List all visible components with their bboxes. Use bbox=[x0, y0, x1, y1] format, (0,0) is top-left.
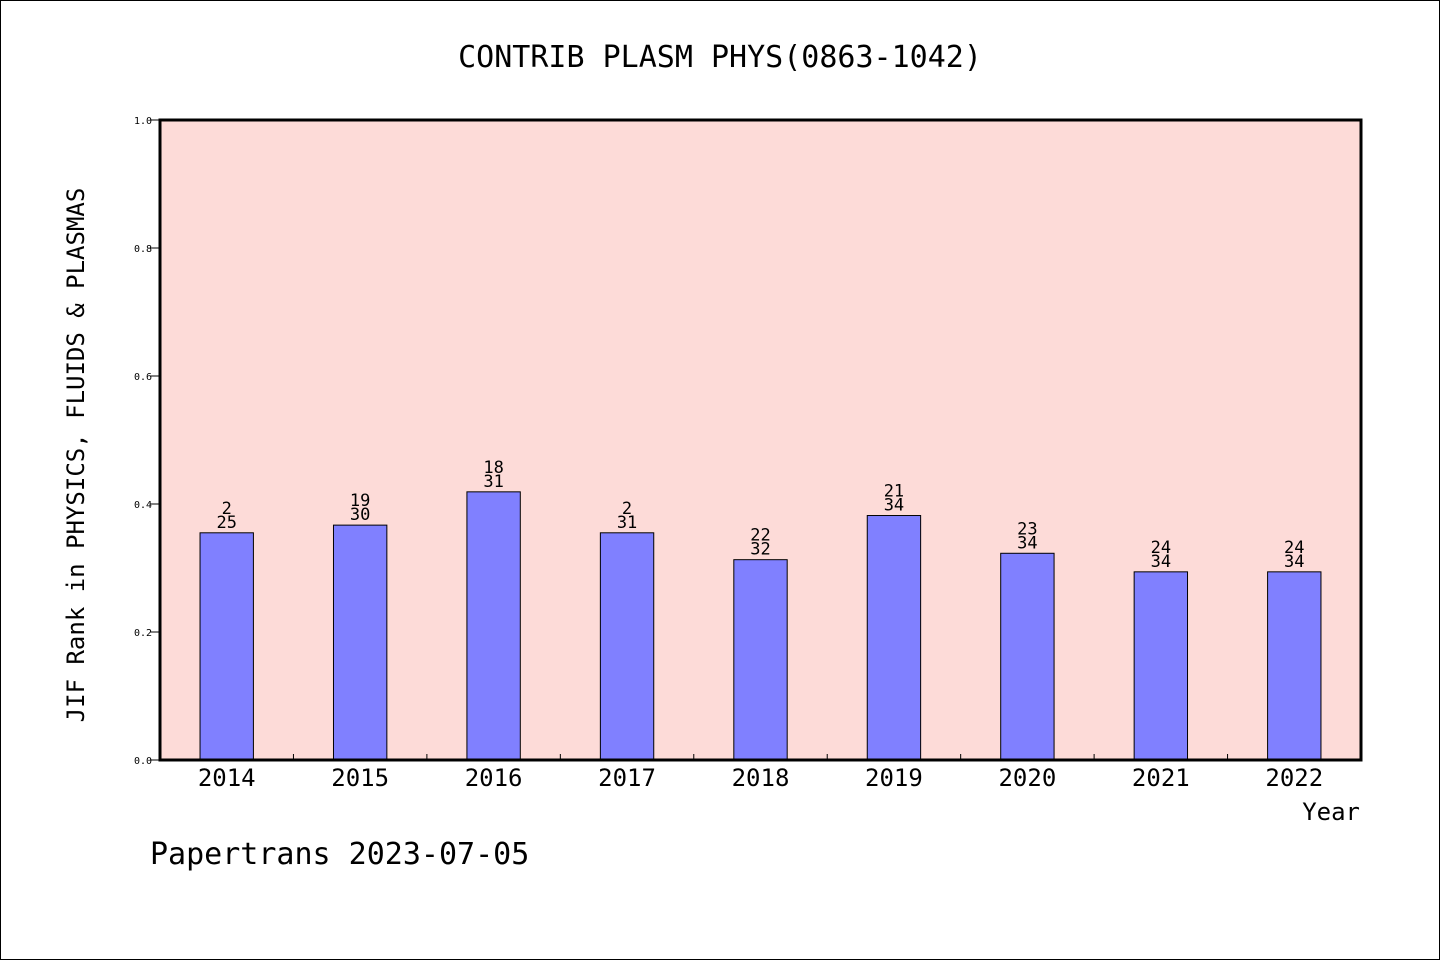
bar-rank-label: 19 bbox=[350, 491, 370, 511]
y-tick-label: 0.4 bbox=[134, 500, 152, 511]
bar-rank-label: 18 bbox=[483, 458, 503, 478]
bar-total-label: 34 bbox=[884, 496, 904, 516]
footer-credit: Papertrans 2023-07-05 bbox=[150, 837, 529, 872]
bar-2022 bbox=[1267, 571, 1322, 761]
bar-2016 bbox=[466, 491, 521, 761]
x-tick-label: 2022 bbox=[1265, 764, 1323, 792]
bar-rank-label: 2 bbox=[622, 499, 632, 519]
bar-2019 bbox=[866, 515, 922, 761]
y-axis-label: JIF Rank in PHYSICS, FLUIDS & PLASMAS bbox=[62, 188, 90, 723]
bar-total-label: 32 bbox=[750, 540, 770, 560]
y-tick-label: 1.0 bbox=[134, 116, 152, 127]
x-tick-label: 2020 bbox=[998, 764, 1056, 792]
bar-2014 bbox=[199, 532, 254, 761]
bar-rank-label: 24 bbox=[1284, 538, 1304, 558]
y-tick-label: 0.8 bbox=[134, 244, 152, 255]
x-tick-label: 2019 bbox=[865, 764, 923, 792]
x-axis: 2014 2015 2016 2017 2018 2019 2020 2021 2022 bbox=[198, 754, 1323, 792]
bar-total-label: 31 bbox=[617, 513, 637, 533]
bar-total-label: 30 bbox=[350, 505, 370, 525]
bar-2021 bbox=[1133, 571, 1189, 761]
bar-rank-label: 24 bbox=[1151, 538, 1171, 558]
bar-rank-label: 21 bbox=[884, 482, 904, 502]
plot-border bbox=[158, 118, 1363, 762]
bar-total-label: 25 bbox=[216, 513, 236, 533]
bar-total-label: 34 bbox=[1017, 533, 1037, 553]
bar-rank-label: 22 bbox=[750, 526, 770, 546]
y-tick-label: 0.0 bbox=[134, 756, 152, 767]
x-axis-label: Year bbox=[1302, 798, 1360, 826]
x-tick-label: 2021 bbox=[1132, 764, 1190, 792]
bar-total-label: 34 bbox=[1151, 552, 1171, 572]
y-axis: 0.0 0.2 0.4 0.6 0.8 1.0 bbox=[134, 116, 160, 767]
x-tick-label: 2018 bbox=[732, 764, 790, 792]
y-tick-label: 0.6 bbox=[134, 372, 152, 383]
x-tick-label: 2015 bbox=[331, 764, 389, 792]
chart-title: CONTRIB PLASM PHYS(0863-1042) bbox=[458, 40, 982, 75]
x-tick-label: 2017 bbox=[598, 764, 656, 792]
x-tick-label: 2016 bbox=[465, 764, 523, 792]
bar-2015 bbox=[332, 524, 388, 761]
bar-2018 bbox=[733, 559, 788, 761]
bar-rank-label: 2 bbox=[222, 499, 232, 519]
bar-2017 bbox=[599, 532, 655, 761]
y-tick-label: 0.2 bbox=[134, 628, 152, 639]
bar-2020 bbox=[1000, 552, 1055, 761]
bar-total-label: 31 bbox=[483, 472, 503, 492]
x-tick-label: 2014 bbox=[198, 764, 256, 792]
bar-total-label: 34 bbox=[1284, 552, 1304, 572]
bar-rank-label: 23 bbox=[1017, 519, 1037, 539]
